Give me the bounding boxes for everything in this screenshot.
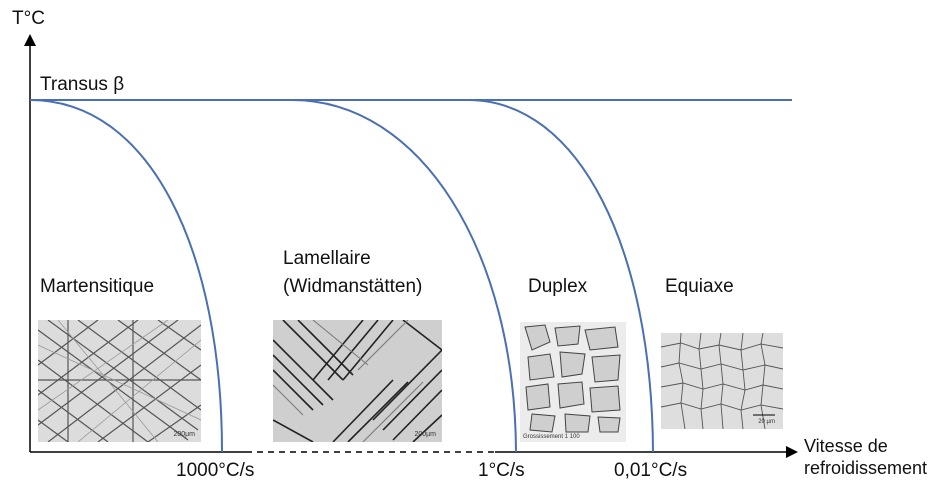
- micrograph-lamellaire-caption: 200µm: [414, 431, 436, 438]
- curve-equiaxe: [467, 99, 654, 453]
- curve-martensitique: [29, 99, 223, 453]
- equiaxed-grains-image: [661, 333, 783, 429]
- region-label-lamellaire-2: (Widmanstätten): [283, 276, 423, 297]
- region-label-duplex: Duplex: [528, 276, 588, 297]
- x-axis-arrow: [786, 446, 798, 458]
- micrograph-lamellaire: 200µm: [273, 320, 442, 442]
- micrograph-martensitique: 200µm: [38, 320, 201, 442]
- rate-label-001: 0,01°C/s: [614, 460, 688, 481]
- x-axis-label-line2: refroidissement: [804, 458, 928, 478]
- micrograph-duplex-caption: Grossissement 1 100: [523, 434, 580, 440]
- martensite-needles-image: [38, 320, 201, 442]
- micrograph-equiaxe: 20 µm: [661, 333, 783, 429]
- region-label-martensitique: Martensitique: [40, 276, 155, 297]
- lamellar-colonies-image: [273, 320, 442, 442]
- micrograph-martensitique-caption: 200µm: [173, 431, 195, 438]
- y-axis-arrow: [24, 34, 36, 46]
- rate-label-1000: 1000°C/s: [176, 460, 255, 481]
- micrograph-duplex: Grossissement 1 100: [520, 322, 626, 442]
- transus-label: Transus β: [40, 74, 125, 95]
- x-axis-label-line1: Vitesse de: [804, 436, 888, 456]
- region-label-equiaxe: Equiaxe: [665, 276, 734, 297]
- micrograph-equiaxe-caption: 20 µm: [758, 419, 775, 425]
- curve-duplex: [291, 99, 517, 453]
- rate-label-1: 1°C/s: [478, 460, 525, 481]
- region-label-lamellaire-1: Lamellaire: [283, 248, 371, 269]
- y-axis-label: T°C: [12, 8, 45, 29]
- duplex-grains-image: [524, 324, 621, 433]
